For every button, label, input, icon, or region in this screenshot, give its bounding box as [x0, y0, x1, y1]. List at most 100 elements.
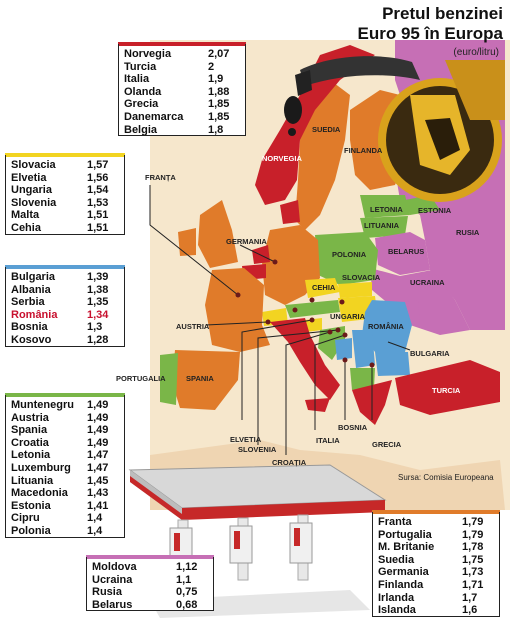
map-label-turcia: TURCIA — [432, 386, 461, 395]
country-macedonia-albania — [350, 368, 375, 390]
price-value: 1,71 — [462, 578, 484, 591]
price-row: Malta 1,51 — [5, 209, 125, 222]
map-label-letonia: LETONIA — [370, 205, 403, 214]
price-value: 1,7 — [462, 591, 478, 604]
price-row: Serbia 1,35 — [5, 296, 125, 309]
price-value: 1,53 — [87, 196, 109, 209]
country-name: Ucraina — [92, 573, 133, 586]
country-name: Kosovo — [11, 333, 52, 346]
country-name: Moldova — [92, 561, 137, 573]
country-belarus — [375, 232, 430, 275]
country-germania — [262, 225, 320, 305]
country-moldova — [405, 300, 420, 325]
map-label-slovacia: SLOVACIA — [342, 273, 381, 282]
title-line-2: Euro 95 în Europa — [357, 24, 503, 43]
price-row: Elvetia 1,56 — [5, 172, 125, 185]
country-polonia — [315, 232, 378, 285]
country-cehia — [305, 278, 340, 298]
price-row: Croatia 1,49 — [5, 437, 125, 450]
country-name: Olanda — [124, 85, 162, 98]
country-name: Bulgaria — [11, 271, 56, 283]
country-name: Italia — [124, 73, 150, 86]
price-row: Grecia 1,85 — [118, 98, 246, 111]
price-value: 1,1 — [176, 573, 192, 586]
price-row: Cipru 1,4 — [5, 512, 125, 525]
page-title: Pretul benzinei Euro 95 în Europa — [358, 4, 503, 44]
country-bulgaria — [375, 352, 410, 376]
price-value: 1,47 — [87, 461, 109, 474]
country-name: Slovacia — [11, 159, 56, 171]
country-name: România — [11, 308, 58, 321]
price-value: 1,28 — [87, 333, 109, 346]
price-value: 1,8 — [208, 123, 224, 136]
price-group-green: Muntenegru 1,49 Austria 1,49 Spania 1,49 Croat… — [5, 393, 125, 538]
country-name: Lituania — [11, 474, 54, 487]
price-row: Albania 1,38 — [5, 284, 125, 297]
price-row: Olanda 1,88 — [118, 86, 246, 99]
country-name: Cehia — [11, 221, 41, 234]
price-row: Luxemburg 1,47 — [5, 462, 125, 475]
price-value: 1,4 — [87, 512, 103, 525]
price-value: 1,47 — [87, 449, 109, 462]
price-row: Slovacia 1,57 — [5, 159, 125, 172]
country-name: Danemarca — [124, 110, 184, 123]
price-row: Germania 1,73 — [372, 566, 500, 579]
price-row: România 1,34 — [5, 309, 125, 322]
map-label-spania: SPANIA — [186, 374, 214, 383]
map-label-lituania: LITUANIA — [364, 221, 399, 230]
price-value: 1,43 — [87, 487, 109, 500]
price-row: Estonia 1,41 — [5, 500, 125, 513]
price-row: Polonia 1,4 — [5, 525, 125, 538]
group-color-bar — [118, 42, 246, 46]
country-letonia — [360, 195, 410, 218]
price-value: 1,56 — [87, 171, 109, 184]
map-label-ungaria: UNGARIA — [330, 312, 365, 321]
country-name: Spania — [11, 424, 48, 437]
map-label-italia: ITALIA — [316, 436, 340, 445]
country-name: M. Britanie — [378, 541, 435, 554]
country-name: Elvetia — [11, 171, 47, 184]
price-row: Finlanda 1,71 — [372, 579, 500, 592]
title-line-1: Pretul benzinei — [382, 4, 503, 23]
map-label-portugalia: PORTUGALIA — [116, 374, 166, 383]
price-row: Franta 1,79 — [372, 516, 500, 529]
price-value: 1,79 — [462, 516, 484, 528]
map-label-austria: AUSTRIA — [176, 322, 210, 331]
price-row: Austria 1,49 — [5, 412, 125, 425]
country-name: Grecia — [124, 98, 159, 111]
map-label-grecia: GRECIA — [372, 440, 402, 449]
map-label-elvetia: ELVETIA — [230, 435, 262, 444]
country-danemarca — [280, 200, 300, 224]
country-name: Suedia — [378, 553, 415, 566]
country-ucraina — [370, 268, 470, 335]
price-value: 1,54 — [87, 184, 109, 197]
price-value: 1,35 — [87, 296, 109, 309]
country-lituania — [360, 216, 408, 238]
price-group-yellow: Slovacia 1,57 Elvetia 1,56 Ungaria 1,54 Sloven… — [5, 153, 125, 235]
country-name: Belarus — [92, 598, 133, 611]
map-label-estonia: ESTONIA — [418, 206, 452, 215]
price-row: Bosnia 1,3 — [5, 321, 125, 334]
leader-dots — [235, 259, 375, 368]
country-name: Estonia — [11, 499, 51, 512]
price-value: 1,49 — [87, 399, 109, 411]
map-label-bosnia: BOSNIA — [338, 423, 368, 432]
map-label-belarus: BELARUS — [388, 247, 425, 256]
price-row: Ungaria 1,54 — [5, 184, 125, 197]
price-value: 1,75 — [462, 553, 484, 566]
price-value: 1,51 — [87, 209, 109, 222]
source-label: Sursa: Comisia Europeana — [398, 473, 494, 482]
price-row: Muntenegru 1,49 — [5, 399, 125, 412]
map-label-finlanda: FINLANDA — [344, 146, 383, 155]
country-olanda — [252, 245, 270, 264]
country-name: Austria — [11, 411, 49, 424]
country-name: Irlanda — [378, 591, 415, 604]
country-serbia — [352, 330, 375, 368]
country-spania — [172, 350, 240, 410]
country-austria — [285, 300, 340, 318]
country-bosnia — [335, 338, 352, 360]
price-group-red: Norvegia 2,07 Turcia 2 Italia 1,9 Olanda 1,88 Gr… — [118, 42, 246, 137]
group-color-bar — [86, 555, 214, 559]
map-label-rusia: RUSIA — [456, 228, 480, 237]
price-row: Islanda 1,6 — [372, 604, 500, 617]
